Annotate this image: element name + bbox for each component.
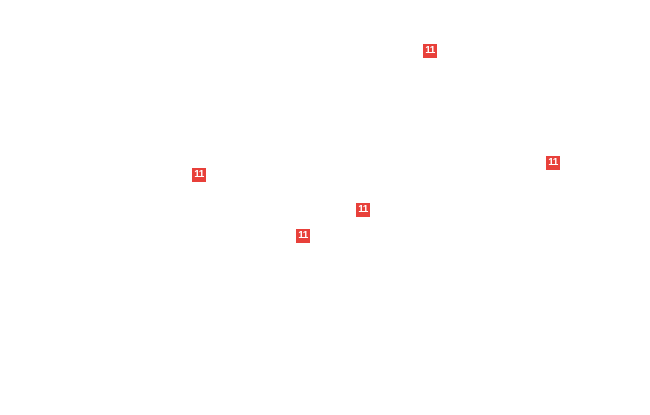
- route-shield: 11: [423, 44, 437, 58]
- route-shield: 11: [296, 229, 310, 243]
- route-shield: 11: [546, 156, 560, 170]
- route-shield: 11: [192, 168, 206, 182]
- route-shield: 11: [356, 203, 370, 217]
